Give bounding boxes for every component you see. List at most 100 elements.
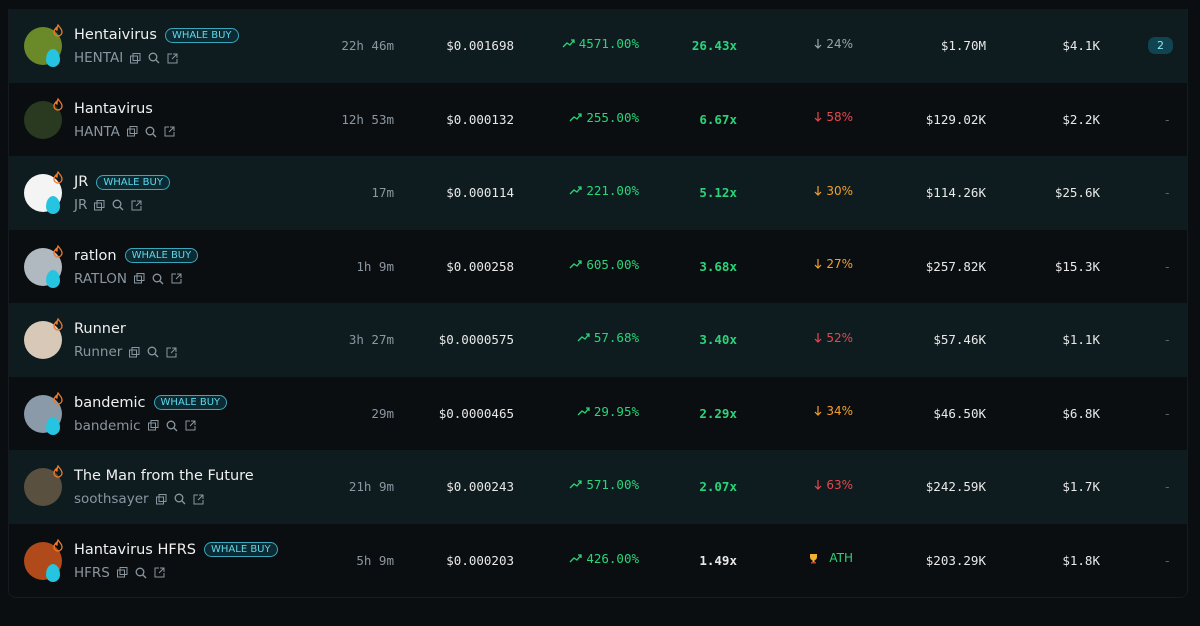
- token-row[interactable]: The Man from the Future soothsayer 21h 9m $…: [9, 448, 1187, 524]
- token-symbol: soothsayer: [74, 491, 149, 507]
- search-button[interactable]: [145, 126, 157, 138]
- token-symbol: Runner: [74, 344, 123, 360]
- up-arrow-icon: [569, 113, 582, 122]
- search-button[interactable]: [152, 273, 164, 285]
- change: 426.00%: [569, 522, 639, 596]
- copy-button[interactable]: [130, 52, 141, 64]
- copy-button[interactable]: [94, 199, 105, 211]
- price-text: $0.000258: [446, 258, 514, 274]
- multiple: 6.67x: [699, 83, 737, 157]
- link-button[interactable]: [193, 494, 204, 505]
- copy-button[interactable]: [155, 493, 167, 505]
- age: 22h 46m: [341, 9, 394, 83]
- change-text: 255.00%: [586, 109, 639, 125]
- token-name[interactable]: Hantavirus: [74, 100, 153, 117]
- change: 571.00%: [569, 448, 639, 522]
- token-name[interactable]: The Man from the Future: [74, 468, 254, 484]
- extra: -: [1163, 156, 1171, 230]
- price: $0.0000575: [439, 303, 514, 377]
- link-button[interactable]: [154, 567, 165, 578]
- copy-button[interactable]: [116, 567, 128, 578]
- age: 1h 9m: [356, 230, 394, 304]
- symbol-line: bandemic: [74, 418, 196, 434]
- name-line: JR WHALE BUY: [74, 174, 170, 190]
- volume: $4.1K: [1062, 9, 1100, 83]
- copy-button[interactable]: [126, 126, 138, 137]
- extra: -: [1163, 83, 1171, 157]
- market-cap-text: $203.29K: [925, 552, 986, 568]
- market-cap-text: $46.50K: [933, 405, 986, 421]
- extra-text: -: [1163, 111, 1171, 127]
- price-text: $0.000243: [446, 479, 514, 495]
- age-text: 29m: [371, 405, 394, 421]
- token-name[interactable]: Hantavirus HFRS: [74, 541, 196, 558]
- price: $0.000258: [446, 230, 514, 304]
- price-text: $0.000114: [446, 185, 514, 201]
- market-cap: $114.26K: [926, 156, 986, 230]
- volume: $1.8K: [1062, 524, 1100, 598]
- whale-badge: WHALE BUY: [204, 542, 278, 557]
- fire-icon: [53, 169, 63, 188]
- copy-button[interactable]: [134, 273, 145, 284]
- drawdown-text: 63%: [826, 477, 853, 492]
- token-row[interactable]: Hantavirus HANTA 12h 53m $0.000132 255.00% 6.…: [9, 82, 1187, 157]
- volume-text: $4.1K: [1062, 38, 1100, 54]
- down-icon: [814, 38, 822, 49]
- multiple-text: 3.68x: [699, 258, 737, 274]
- copy-button[interactable]: [129, 346, 140, 358]
- drawdown: 30%: [814, 154, 853, 228]
- multiple-text: 6.67x: [699, 111, 737, 127]
- token-name[interactable]: Hentaivirus: [74, 27, 157, 43]
- link-button[interactable]: [166, 347, 177, 358]
- multiple-text: 3.40x: [699, 332, 737, 348]
- fire-icon: [53, 463, 63, 482]
- up-arrow-icon: [569, 480, 582, 489]
- drawdown-text: 52%: [826, 330, 853, 345]
- search-button[interactable]: [112, 199, 124, 211]
- link-button[interactable]: [164, 126, 175, 137]
- token-name[interactable]: bandemic: [74, 394, 146, 411]
- up-arrow-icon: [577, 407, 590, 416]
- token-name[interactable]: Runner: [74, 321, 126, 337]
- search-button[interactable]: [135, 567, 147, 579]
- change-text: 57.68%: [593, 330, 639, 346]
- market-cap-text: $114.26K: [925, 185, 986, 201]
- token-row[interactable]: bandemic WHALE BUY bandemic 29m $0.0000465 29…: [9, 375, 1187, 450]
- symbol-line: soothsayer: [74, 491, 204, 507]
- search-button[interactable]: [148, 52, 160, 64]
- token-symbol: HENTAI: [74, 50, 124, 66]
- token-row[interactable]: JR WHALE BUY JR 17m $0.000114 221.00% 5.12x 30%…: [9, 154, 1187, 230]
- token-row[interactable]: Hentaivirus WHALE BUY HENTAI 22h 46m $0.0016…: [9, 9, 1187, 83]
- multiple: 26.43x: [692, 9, 737, 83]
- drawdown: 34%: [814, 375, 853, 449]
- multiple: 1.49x: [699, 524, 737, 598]
- symbol-line: HANTA: [74, 124, 175, 140]
- name-line: Hantavirus HFRS WHALE BUY: [74, 542, 278, 558]
- drawdown: 52%: [814, 301, 853, 375]
- market-cap-text: $129.02K: [925, 111, 986, 127]
- link-button[interactable]: [171, 273, 182, 284]
- token-name[interactable]: ratlon: [74, 247, 117, 264]
- drawdown: 63%: [814, 448, 853, 522]
- up-arrow-icon: [577, 333, 590, 342]
- search-button[interactable]: [147, 346, 159, 358]
- token-name[interactable]: JR: [74, 174, 89, 190]
- token-row[interactable]: Hantavirus HFRS WHALE BUY HFRS 5h 9m $0.0002…: [9, 522, 1187, 598]
- link-button[interactable]: [131, 200, 142, 211]
- search-button[interactable]: [174, 493, 186, 505]
- multiple: 2.07x: [699, 450, 737, 524]
- token-row[interactable]: Runner Runner 3h 27m $0.0000575 57.68% 3.40x 5…: [9, 301, 1187, 377]
- drawdown-text: 24%: [826, 36, 853, 51]
- token-row[interactable]: ratlon WHALE BUY RATLON 1h 9m $0.000258 605.0…: [9, 229, 1187, 304]
- up-arrow-icon: [569, 186, 582, 195]
- fire-icon: [53, 537, 63, 556]
- whale-badge: WHALE BUY: [124, 248, 199, 263]
- market-cap-text: $242.59K: [925, 479, 986, 495]
- volume-text: $1.8K: [1062, 552, 1100, 568]
- copy-button[interactable]: [147, 420, 159, 431]
- extra-text: -: [1163, 552, 1171, 568]
- age: 3h 27m: [349, 303, 394, 377]
- search-button[interactable]: [166, 420, 178, 432]
- link-button[interactable]: [185, 420, 196, 431]
- link-button[interactable]: [167, 53, 178, 64]
